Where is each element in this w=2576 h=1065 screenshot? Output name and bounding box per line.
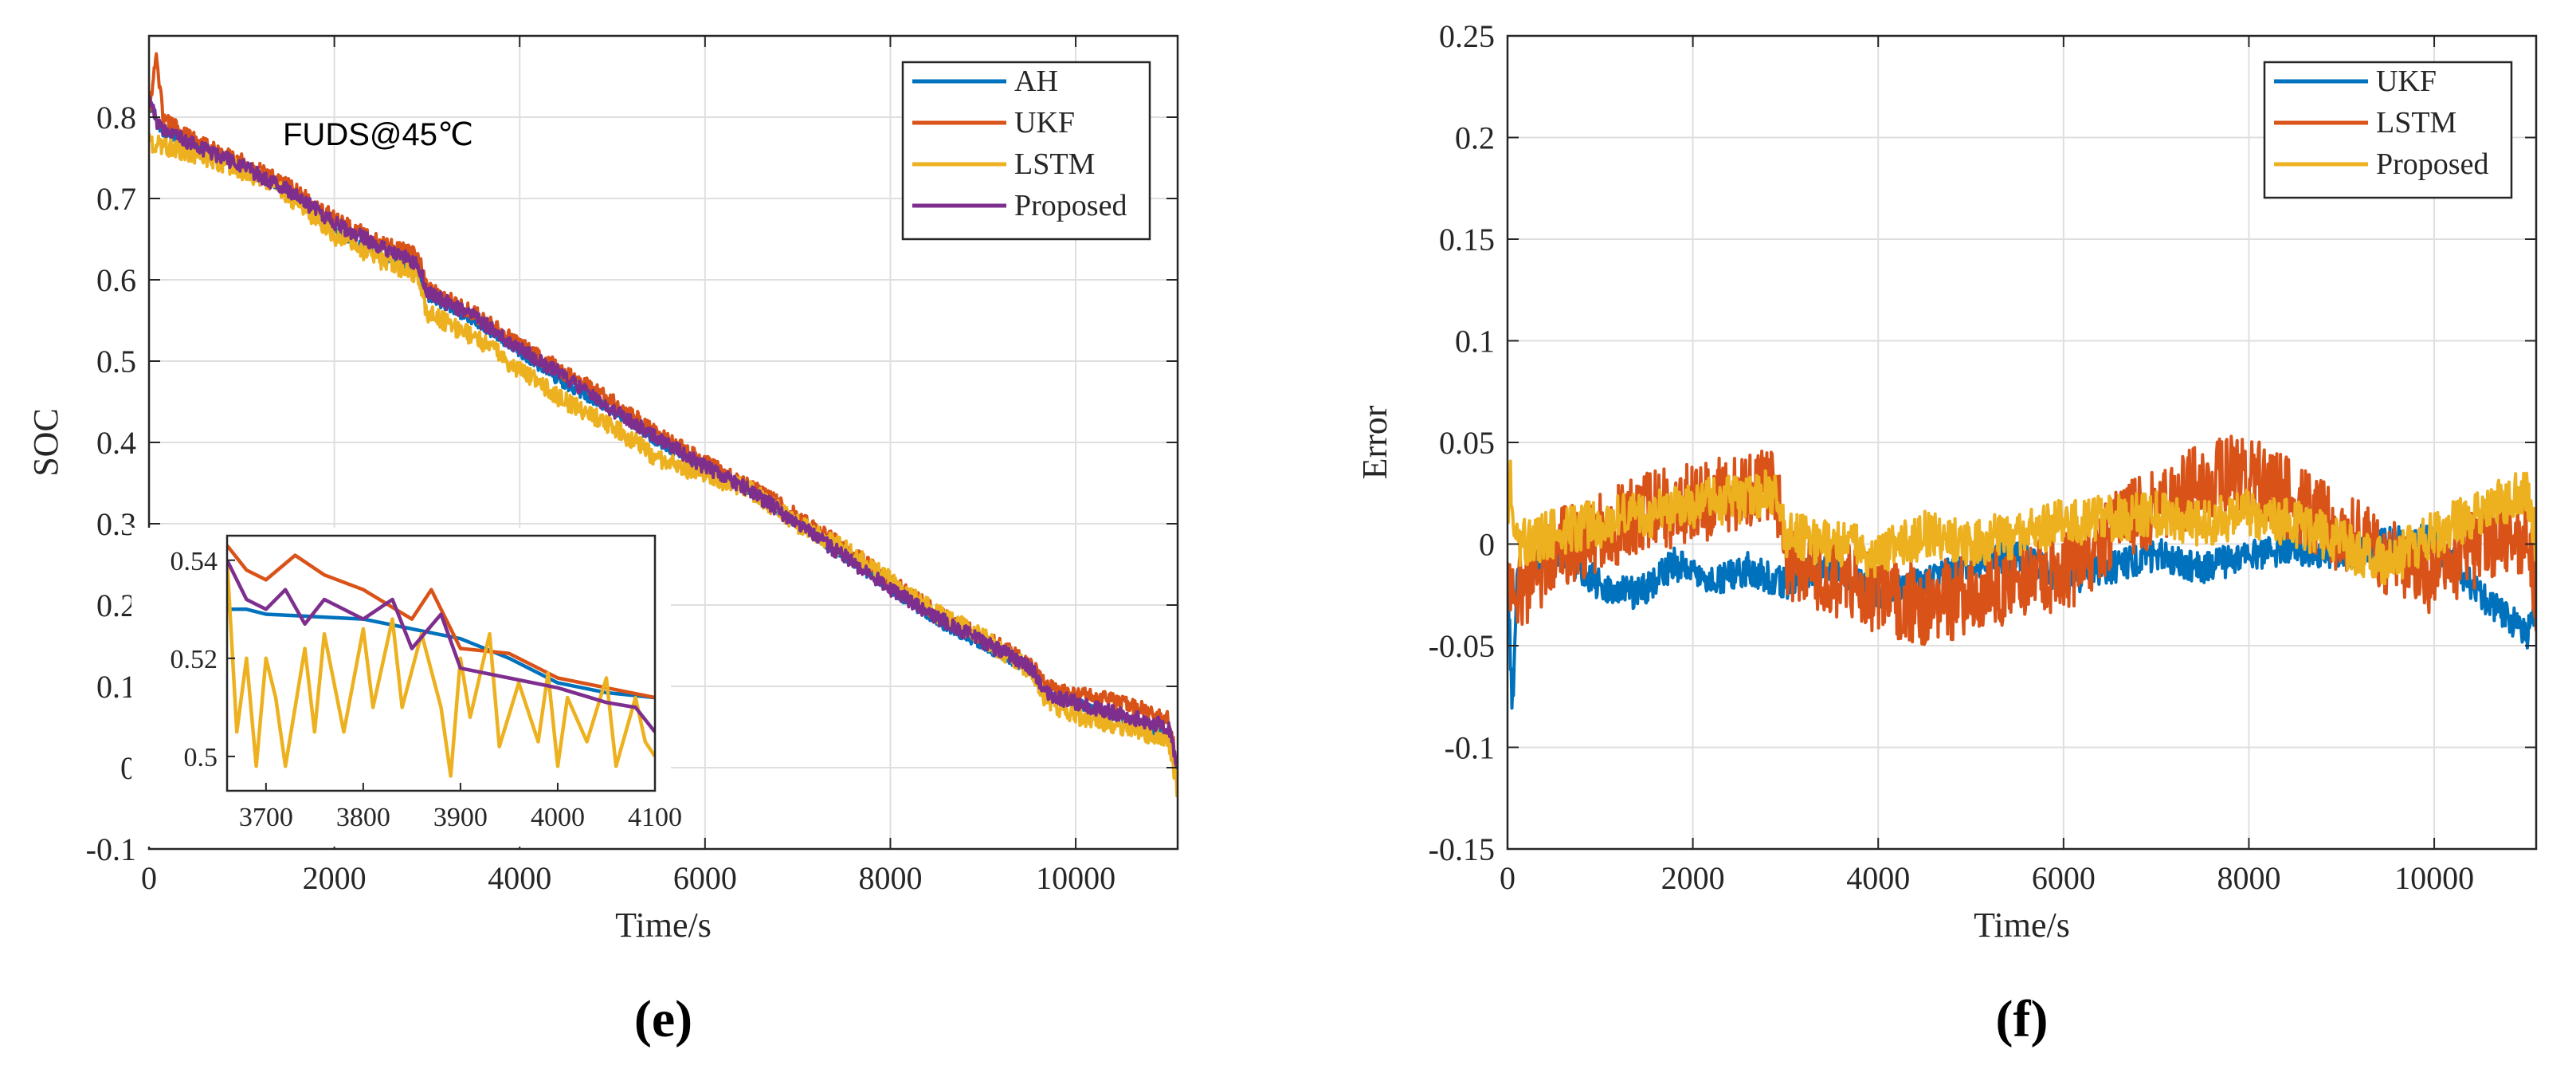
inset-line-ukf: [227, 544, 655, 700]
inset-xtick-label-3: 4000: [531, 803, 585, 832]
inset-ytick-label-1: 0.52: [171, 645, 218, 674]
panel-f-ytick-label-1: -0.1: [1445, 730, 1495, 766]
panel-e-ytick-label-7: 0.6: [96, 262, 136, 298]
panel-e-line-proposed: [149, 95, 1178, 769]
inset-axes-box: [225, 534, 657, 792]
panel-e-xtick-label-1: 2000: [303, 860, 367, 896]
panel-e-xtick-label-4: 8000: [858, 860, 922, 896]
inset-xtick-label-1: 3800: [336, 803, 390, 832]
panel-e-ytick-label-3: 0.2: [96, 588, 136, 623]
panel-f-legend-label-proposed: Proposed: [2376, 147, 2488, 181]
panel-f-xtick-label-5: 10000: [2394, 860, 2474, 896]
panel-f-ytick-label-7: 0.2: [1455, 120, 1495, 156]
panel-f-ytick-label-4: 0.05: [1439, 425, 1495, 461]
inset-ytick-label-0: 0.5: [184, 743, 218, 772]
inset-xtick-label-0: 3700: [239, 803, 293, 832]
panel-f-legend-label-ukf: UKF: [2376, 65, 2437, 98]
panel-f-ytick-label-6: 0.15: [1439, 222, 1495, 257]
panel-f-ytick-label-2: -0.05: [1429, 628, 1495, 664]
panel-e-legend-label-lstm: LSTM: [1014, 147, 1095, 181]
panel-f-series-group: [1508, 434, 2536, 710]
panel-e-ytick-label-5: 0.4: [96, 425, 136, 461]
panel-e-legend-box: [901, 61, 1151, 241]
panel-e: 0 2000 4000 6000 8000 10000-0.100.10.20.30.40…: [26, 34, 1179, 1048]
inset-xtick-label-2: 3900: [433, 803, 488, 832]
panel-f-xlabel: Time/s: [1974, 906, 2070, 945]
panel-f-line-proposed: [1508, 459, 2536, 586]
panel-e-ylabel: SOC: [26, 408, 65, 477]
panel-e-ytick-label-0: -0.1: [86, 831, 136, 867]
panel-e-annotation: FUDS@45℃: [283, 117, 473, 152]
panel-f-xtick-label-3: 6000: [2032, 860, 2096, 896]
panel-f-ytick-label-0: -0.15: [1429, 831, 1495, 867]
inset-line-ah: [227, 607, 655, 700]
panel-f-ytick-label-5: 0.1: [1455, 324, 1495, 360]
panel-e-ytick-label-9: 0.8: [96, 100, 136, 136]
inset-series-group: [227, 544, 655, 778]
panel-e-xtick-label-5: 10000: [1036, 860, 1115, 896]
panel-e-legend-label-ah: AH: [1014, 65, 1058, 98]
panel-f-ytick-label-3: 0: [1479, 527, 1495, 563]
inset-line-lstm: [227, 560, 655, 778]
panel-f-xtick-label-0: 0: [1500, 860, 1515, 896]
panel-f-panel-label: (f): [1996, 990, 2049, 1048]
panel-e-ytick-label-2: 0.1: [96, 669, 136, 705]
inset-ytick-label-2: 0.54: [171, 547, 218, 576]
panel-f-xtick-label-1: 2000: [1661, 860, 1725, 896]
inset-chart: 3700 3800 3900 4000 4100 0.5 0.52 0.54: [131, 528, 682, 847]
inset-xtick-label-4: 4100: [628, 803, 682, 832]
panel-f-xtick-label-4: 8000: [2217, 860, 2280, 896]
panel-f-legend-label-lstm: LSTM: [2376, 106, 2456, 140]
panel-e-series-group: [149, 52, 1178, 798]
panel-f-ytick-label-8: 0.25: [1439, 18, 1495, 54]
panel-f-xtick-label-2: 4000: [1846, 860, 1910, 896]
inset-line-proposed: [227, 559, 655, 733]
panel-e-ytick-label-6: 0.5: [96, 344, 136, 379]
panel-e-ytick-label-4: 0.3: [96, 506, 136, 542]
panel-f: 0 2000 4000 6000 8000 10000 -0.15 -0.1 -0.05 0 0.0…: [1355, 18, 2538, 1048]
panel-e-legend-label-ukf: UKF: [1014, 106, 1075, 140]
panel-f-legend-box: [2263, 61, 2513, 199]
panel-e-panel-label: (e): [634, 990, 692, 1048]
panel-e-xlabel: Time/s: [615, 906, 712, 945]
panel-e-xtick-label-3: 6000: [673, 860, 737, 896]
panel-e-xtick-label-2: 4000: [488, 860, 551, 896]
panel-e-xtick-label-0: 0: [141, 860, 157, 896]
panel-e-ytick-label-8: 0.7: [96, 181, 136, 217]
panel-e-legend-label-proposed: Proposed: [1014, 189, 1127, 222]
panel-f-ylabel: Error: [1355, 405, 1394, 479]
